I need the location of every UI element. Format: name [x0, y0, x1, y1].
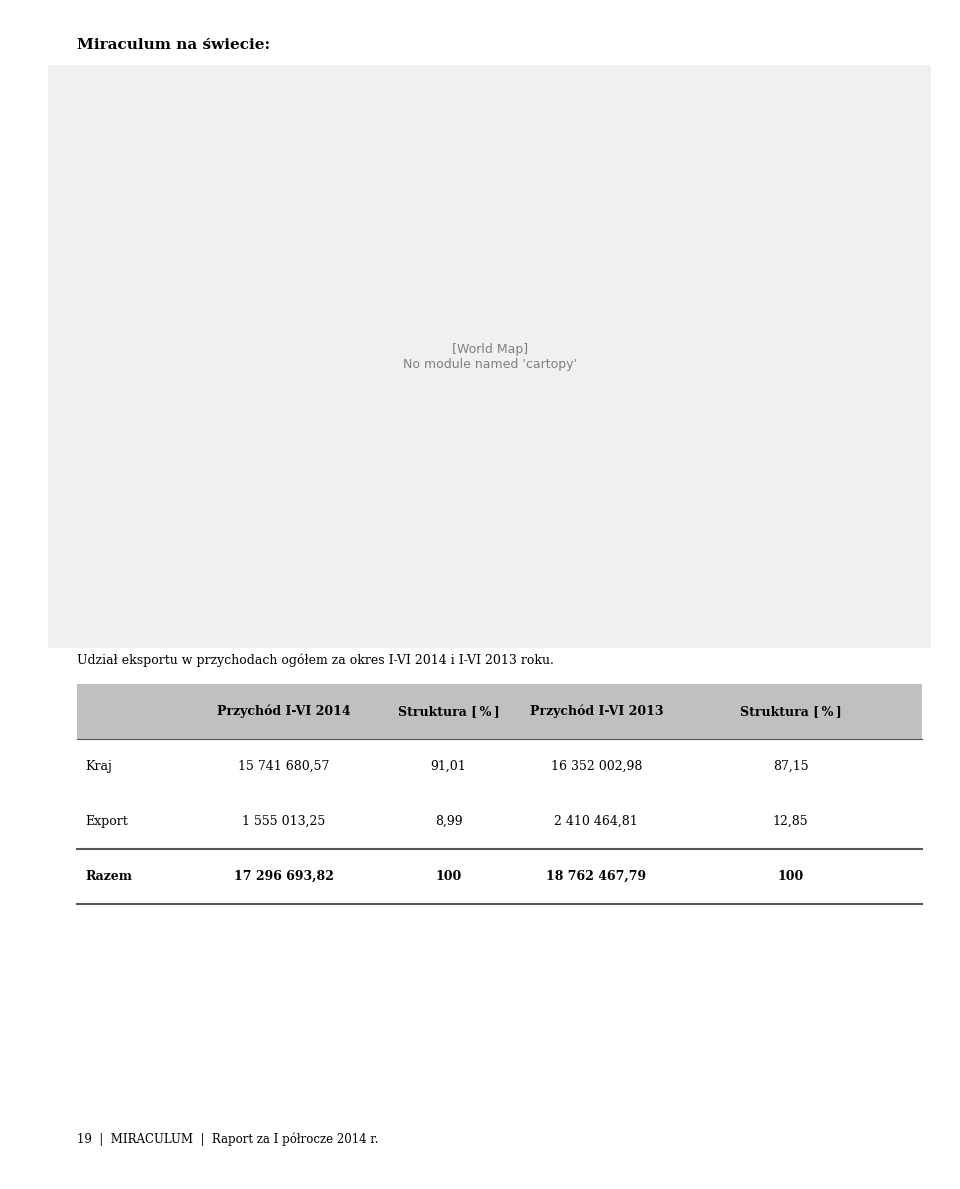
Text: 18 762 467,79: 18 762 467,79	[546, 869, 646, 882]
Text: 12,85: 12,85	[773, 814, 808, 828]
Text: [World Map]
No module named 'cartopy': [World Map] No module named 'cartopy'	[402, 342, 577, 371]
Text: Kraj: Kraj	[85, 760, 112, 773]
Text: 87,15: 87,15	[773, 760, 808, 773]
Text: 100: 100	[436, 869, 462, 882]
Text: 17 296 693,82: 17 296 693,82	[234, 869, 334, 882]
Text: Miraculum na świecie:: Miraculum na świecie:	[77, 38, 270, 52]
Text: 100: 100	[778, 869, 804, 882]
Text: Razem: Razem	[85, 869, 132, 882]
Text: Struktura [ % ]: Struktura [ % ]	[397, 705, 499, 718]
Text: 19  |  MIRACULUM  |  Raport za I półrocze 2014 r.: 19 | MIRACULUM | Raport za I półrocze 20…	[77, 1133, 378, 1146]
Text: 8,99: 8,99	[435, 814, 463, 828]
Text: 2 410 464,81: 2 410 464,81	[555, 814, 638, 828]
Text: Przychód I-VI 2013: Przychód I-VI 2013	[530, 704, 663, 718]
Text: 91,01: 91,01	[431, 760, 467, 773]
Text: 1 555 013,25: 1 555 013,25	[242, 814, 325, 828]
Text: 16 352 002,98: 16 352 002,98	[551, 760, 642, 773]
FancyBboxPatch shape	[77, 684, 922, 738]
Text: Struktura [ % ]: Struktura [ % ]	[740, 705, 842, 718]
Text: Przychód I-VI 2014: Przychód I-VI 2014	[217, 704, 350, 718]
Text: 15 741 680,57: 15 741 680,57	[238, 760, 329, 773]
Text: Udział eksportu w przychodach ogółem za okres I-VI 2014 i I-VI 2013 roku.: Udział eksportu w przychodach ogółem za …	[77, 654, 554, 667]
Text: Export: Export	[85, 814, 128, 828]
